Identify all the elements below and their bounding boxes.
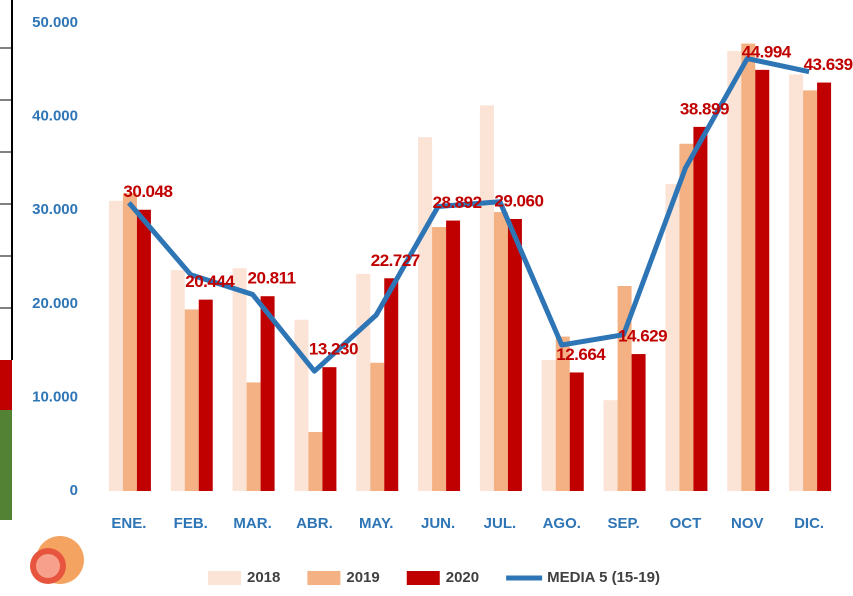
bar <box>122 193 137 492</box>
value-label: 28.892 <box>433 193 482 212</box>
bar <box>384 278 399 491</box>
x-tick-label: ENE. <box>111 515 146 532</box>
value-label: 14.629 <box>618 327 667 346</box>
bar <box>136 209 151 491</box>
bar <box>541 359 556 491</box>
y-tick-label: 10.000 <box>32 388 78 405</box>
x-tick-label: AGO. <box>543 515 581 532</box>
legend-swatch <box>307 571 341 585</box>
legend-label: MEDIA 5 (15-19) <box>547 569 660 586</box>
bar <box>322 367 337 491</box>
value-label: 29.060 <box>494 191 543 210</box>
value-label: 38.899 <box>680 99 729 118</box>
legend-swatch <box>208 571 241 585</box>
legend-label: 2020 <box>446 569 479 586</box>
bar <box>817 82 832 491</box>
bar <box>755 69 770 491</box>
bar <box>198 299 213 491</box>
x-tick-label: JUN. <box>421 515 455 532</box>
y-tick-label: 20.000 <box>32 295 78 312</box>
value-label: 20.811 <box>248 269 296 288</box>
value-label: 13.230 <box>309 340 358 359</box>
x-tick-label: FEB. <box>174 515 208 532</box>
y-tick-label: 0 <box>70 482 78 499</box>
left-edge <box>0 0 84 584</box>
bar <box>603 400 618 491</box>
bar <box>246 382 261 491</box>
x-tick-label: DIC. <box>794 515 824 532</box>
y-tick-label: 30.000 <box>32 201 78 218</box>
bar <box>170 270 185 491</box>
value-label: 12.664 <box>556 345 606 364</box>
bar <box>665 183 680 491</box>
value-label: 30.048 <box>123 182 172 201</box>
bar <box>507 218 522 491</box>
bar <box>370 362 385 491</box>
x-tick-label: OCT <box>670 515 702 532</box>
legend-label: 2018 <box>247 569 280 586</box>
line <box>127 56 810 374</box>
bar <box>260 296 275 491</box>
bar <box>184 309 199 491</box>
bar <box>356 273 371 491</box>
bar <box>418 137 433 491</box>
x-tick-label: MAR. <box>233 515 271 532</box>
bar <box>741 43 756 491</box>
bar <box>108 200 123 491</box>
bar <box>308 432 323 491</box>
y-tick-label: 50.000 <box>32 14 78 31</box>
bar <box>569 372 584 491</box>
value-label: 22.727 <box>371 251 420 270</box>
bar <box>679 143 694 491</box>
value-label: 44.994 <box>742 42 792 61</box>
x-tick-label: MAY. <box>359 515 393 532</box>
bar <box>479 105 494 492</box>
bar <box>631 354 646 491</box>
legend-label: 2019 <box>346 569 379 586</box>
bar <box>727 51 742 491</box>
x-tick-label: ABR. <box>296 515 333 532</box>
value-label: 43.639 <box>804 55 853 74</box>
bar <box>803 90 818 491</box>
bar <box>446 220 461 492</box>
value-label: 20.444 <box>185 272 235 291</box>
x-tick-label: NOV <box>731 515 764 532</box>
x-tick-label: JUL. <box>484 515 517 532</box>
y-tick-label: 40.000 <box>32 108 78 125</box>
bar <box>232 268 247 491</box>
bar <box>789 74 804 491</box>
bar <box>432 227 447 491</box>
legend-swatch <box>406 571 440 585</box>
bar <box>493 212 508 491</box>
bar <box>555 336 570 491</box>
bar <box>693 126 708 491</box>
x-tick-label: SEP. <box>607 515 639 532</box>
